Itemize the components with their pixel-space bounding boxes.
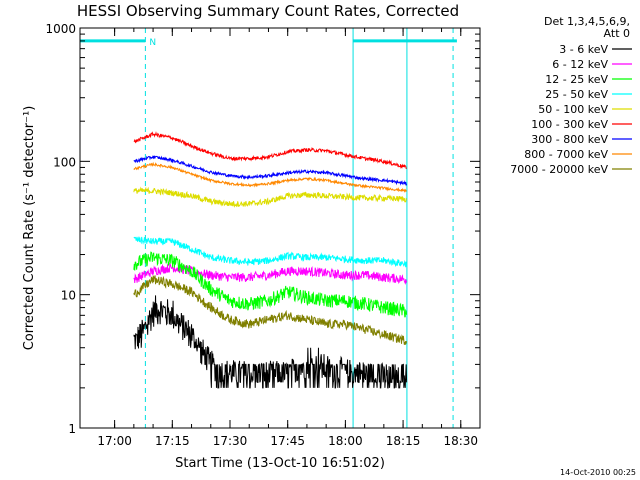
series-line <box>133 275 408 345</box>
y-tick-label: 1 <box>68 422 76 436</box>
footer-timestamp: 14-Oct-2010 00:25 <box>560 468 636 477</box>
night-flag-label: N <box>149 38 156 48</box>
x-tick-label: 18:30 <box>443 434 478 448</box>
y-tick-label: 10 <box>61 289 76 303</box>
legend-label: 800 - 7000 keV <box>524 148 608 161</box>
series-line <box>133 295 408 389</box>
series-line <box>133 155 408 187</box>
x-tick-label: 17:00 <box>97 434 132 448</box>
plot-frame <box>79 27 481 429</box>
x-tick-label: 18:15 <box>386 434 421 448</box>
legend-header-line-1: Det 1,3,4,5,6,9, <box>544 15 630 28</box>
series-line <box>133 161 407 193</box>
chart-title: HESSI Observing Summary Count Rates, Cor… <box>77 2 459 20</box>
legend-header-line-2: Att 0 <box>604 27 630 40</box>
legend-label: 50 - 100 keV <box>538 103 608 116</box>
legend-label: 7000 - 20000 keV <box>510 163 608 176</box>
y-tick-label: 1000 <box>45 22 76 36</box>
x-axis-label: Start Time (13-Oct-10 16:51:02) <box>175 456 385 471</box>
legend-label: 6 - 12 keV <box>552 58 608 71</box>
series-layer <box>133 131 408 389</box>
legend-label: 12 - 25 keV <box>545 73 608 86</box>
x-tick-label: 18:00 <box>328 434 363 448</box>
axis-ticks: 17:00 17:15 17:30 17:45 18:00 18:15 18:30 1 10 10… <box>45 22 480 448</box>
y-tick-label: 100 <box>53 155 76 169</box>
series-line <box>133 236 408 268</box>
y-axis-label: Corrected Count Rate (s⁻¹ detector⁻¹) <box>22 106 37 351</box>
series-line <box>133 131 407 170</box>
x-tick-label: 17:15 <box>155 434 190 448</box>
x-tick-label: 17:30 <box>213 434 248 448</box>
legend-label: 3 - 6 keV <box>559 43 608 56</box>
x-tick-label: 17:45 <box>270 434 305 448</box>
legend-label: 300 - 800 keV <box>531 133 608 146</box>
legend-label: 25 - 50 keV <box>545 88 608 101</box>
series-line <box>133 251 408 318</box>
legend-label: 100 - 300 keV <box>531 118 608 131</box>
legend: Det 1,3,4,5,6,9, Att 0 3 - 6 keV 6 - 12 k… <box>510 15 632 176</box>
series-line <box>133 186 408 208</box>
